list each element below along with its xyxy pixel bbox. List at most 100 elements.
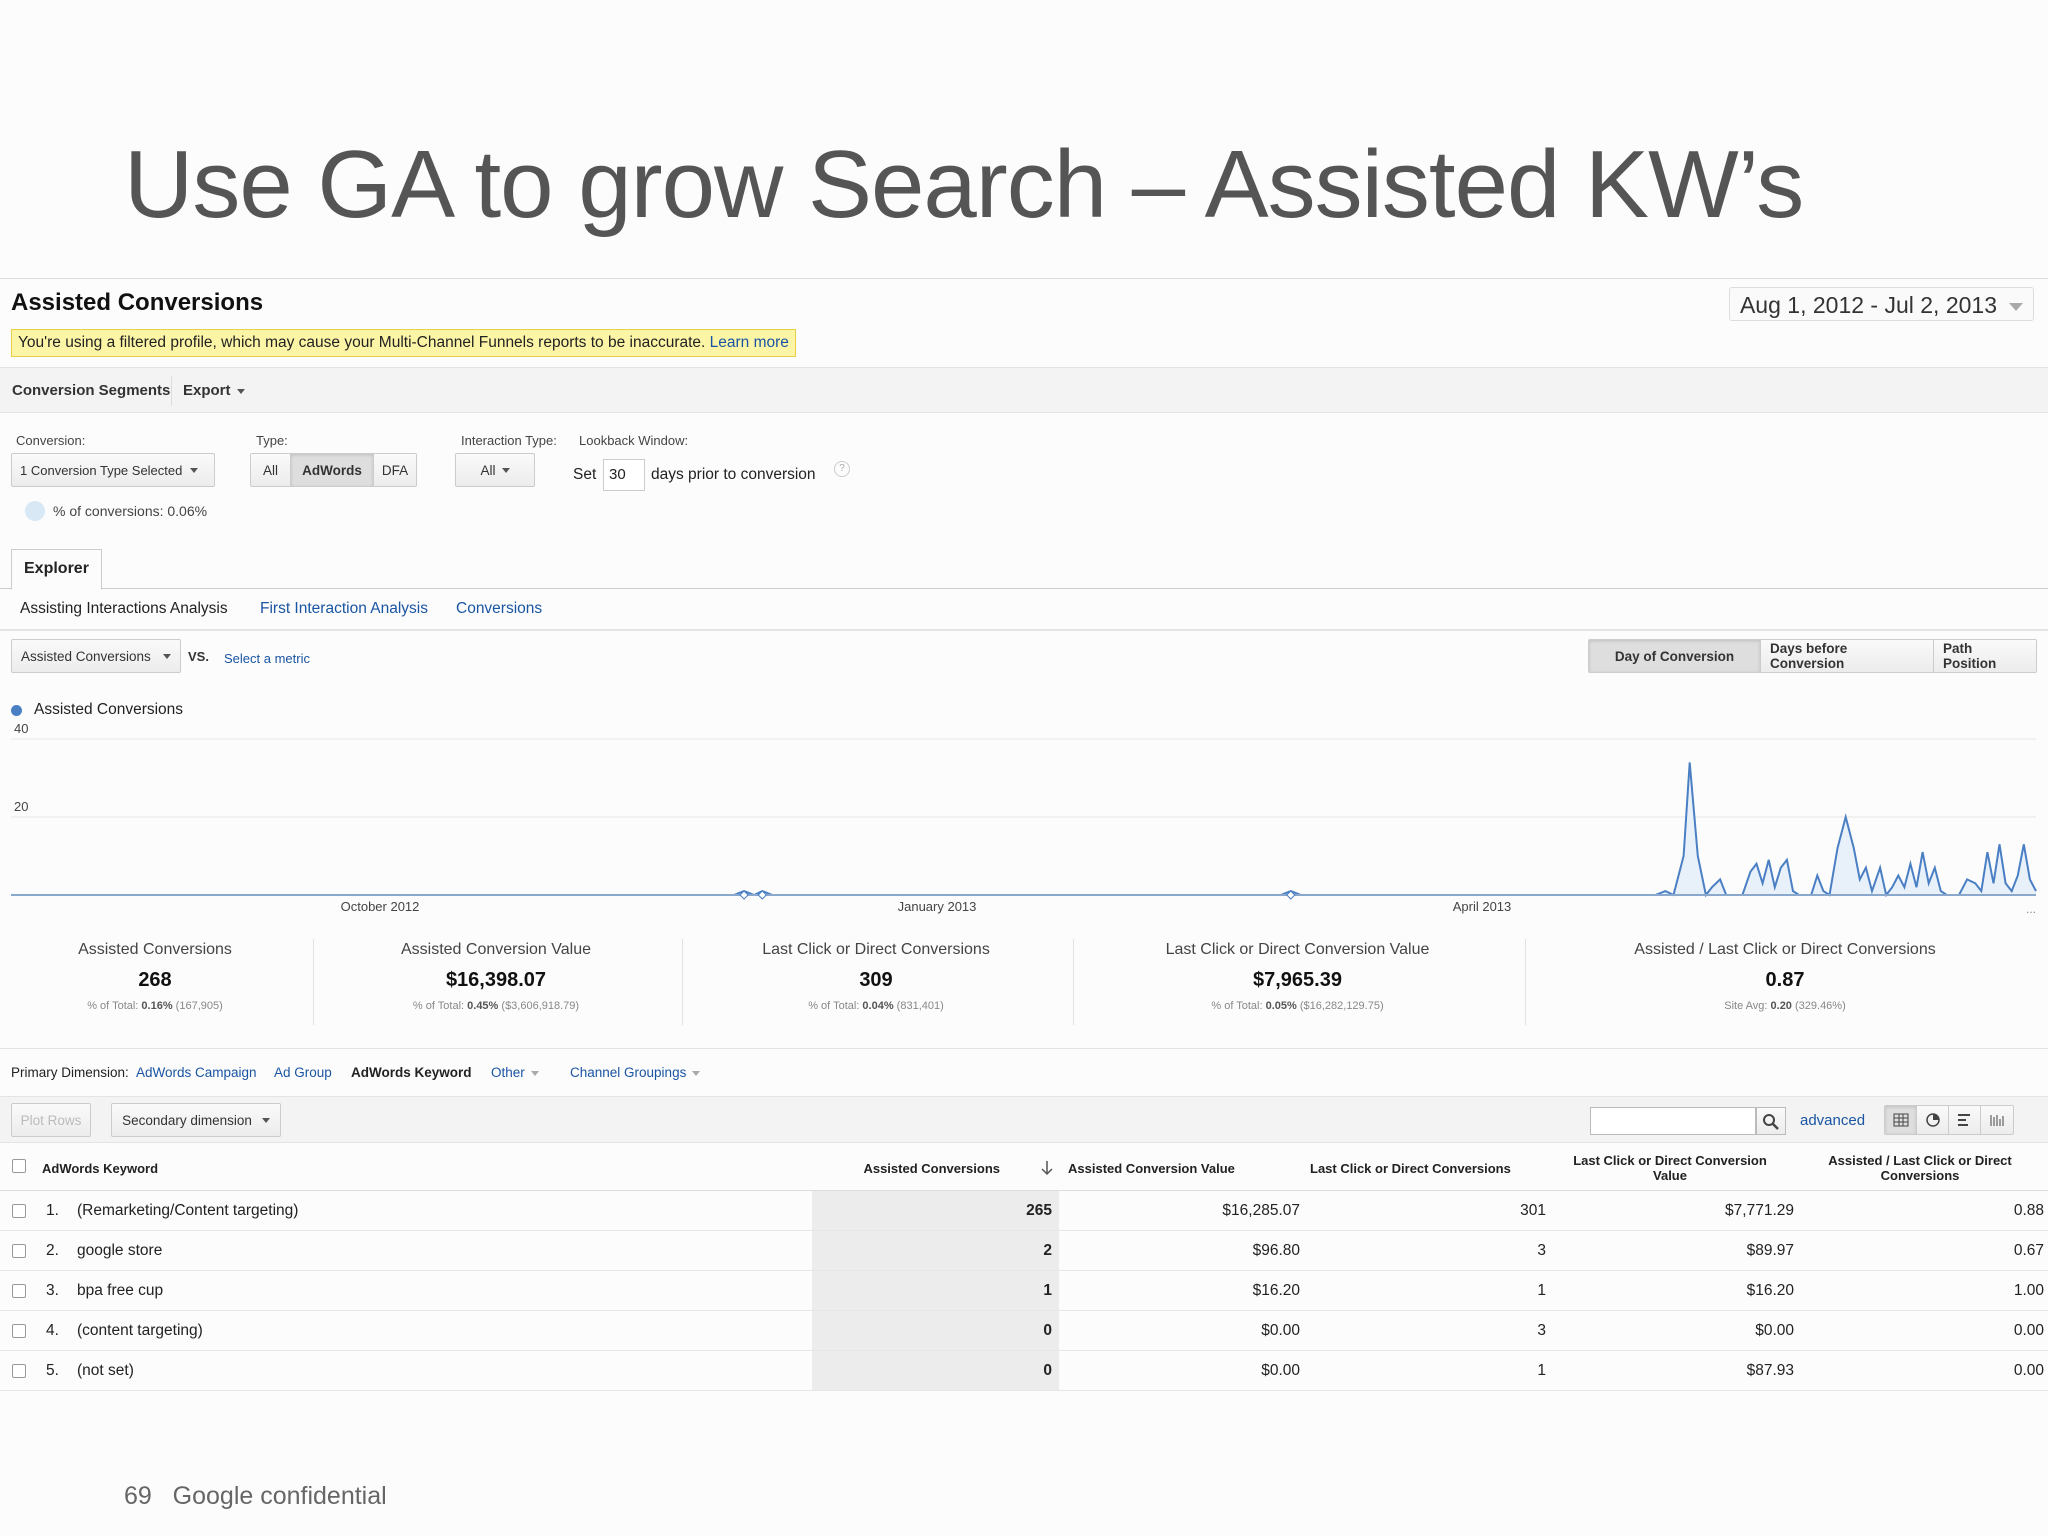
view-days-before-conversion[interactable]: Days before Conversion (1761, 640, 1934, 672)
header-ratio[interactable]: Assisted / Last Click or Direct Conversi… (1828, 1153, 2012, 1183)
keyword-link[interactable]: (content targeting) (77, 1322, 203, 1339)
conversion-segments-button[interactable]: Conversion Segments (12, 382, 171, 399)
scorecard-sub-bold: 0.05% (1265, 1000, 1297, 1012)
date-range-picker[interactable]: Aug 1, 2012 - Jul 2, 2013 (1728, 287, 2034, 321)
comparison-view-button[interactable] (1981, 1106, 2013, 1134)
chevron-down-icon (530, 1070, 539, 1076)
scorecard-sub-prefix: % of Total: (1211, 1000, 1266, 1012)
cell-last-click-value: $7,771.29 (1725, 1202, 1794, 1219)
header-assisted-conversions[interactable]: Assisted Conversions (863, 1161, 1000, 1176)
y-tick-label: 20 (14, 799, 28, 814)
select-all-checkbox[interactable] (12, 1159, 26, 1173)
scorecard-title: Assisted Conversions (78, 941, 232, 958)
dimension-adwords-keyword[interactable]: AdWords Keyword (351, 1065, 472, 1080)
scorecard: Last Click or Direct Conversions 309 % of … (682, 939, 1070, 1039)
scorecard-sub-rest: (167,905) (172, 1000, 223, 1012)
dimension-other[interactable]: Other (491, 1065, 539, 1080)
header-last-click-value[interactable]: Last Click or Direct Conversion Value (1573, 1153, 1767, 1183)
scorecard-subtext: % of Total: 0.45% ($3,606,918.79) (313, 1000, 679, 1012)
scorecard-subtext: % of Total: 0.05% ($16,282,129.75) (1073, 1000, 1522, 1012)
table-search-input[interactable] (1590, 1107, 1756, 1135)
explorer-tab-row: Explorer (0, 549, 2048, 590)
keyword-link[interactable]: (not set) (77, 1362, 134, 1379)
dimension-adwords-campaign[interactable]: AdWords Campaign (136, 1065, 257, 1080)
view-day-of-conversion[interactable]: Day of Conversion (1589, 640, 1761, 672)
dimension-channel-groupings-label: Channel Groupings (570, 1065, 687, 1080)
cell-assisted-value: $0.00 (1261, 1322, 1300, 1339)
row-checkbox[interactable] (12, 1284, 26, 1298)
scorecard-value: 268 (138, 969, 172, 991)
scorecard-sub-prefix: % of Total: (808, 1000, 863, 1012)
subtab-assisting-interactions[interactable]: Assisting Interactions Analysis (20, 600, 228, 617)
cell-last-click-conversions: 1 (1537, 1362, 1546, 1379)
scorecard-divider (1073, 939, 1074, 1025)
row-index: 4. (46, 1322, 59, 1339)
search-button[interactable] (1756, 1107, 1786, 1135)
cell-last-click-value: $87.93 (1746, 1362, 1794, 1379)
scorecard-divider (1525, 939, 1526, 1025)
scorecard-value: 0.87 (1765, 969, 1805, 991)
row-checkbox[interactable] (12, 1204, 26, 1218)
interaction-type-value: All (480, 462, 496, 478)
header-assisted-conversion-value[interactable]: Assisted Conversion Value (1068, 1161, 1235, 1176)
y-tick-label: 40 (14, 721, 28, 736)
scorecard-sub-bold: 0.04% (862, 1000, 894, 1012)
scorecard-sub-bold: 0.20 (1770, 1000, 1792, 1012)
row-checkbox[interactable] (12, 1364, 26, 1378)
type-dfa-button[interactable]: DFA (374, 454, 416, 486)
view-path-position[interactable]: Path Position (1934, 640, 2036, 672)
scorecard-subtext: % of Total: 0.16% (167,905) (0, 1000, 310, 1012)
scorecard-sub-rest: ($3,606,918.79) (498, 1000, 580, 1012)
x-tick-label: October 2012 (341, 899, 420, 914)
keyword-link[interactable]: bpa free cup (77, 1282, 164, 1299)
scorecard-sub-rest: ($16,282,129.75) (1296, 1000, 1384, 1012)
plot-rows-button[interactable]: Plot Rows (11, 1103, 91, 1137)
scorecard-title: Last Click or Direct Conversions (762, 941, 990, 958)
x-tick-label: January 2013 (898, 899, 977, 914)
subtab-conversions[interactable]: Conversions (456, 600, 543, 617)
pie-view-button[interactable] (1917, 1106, 1949, 1134)
type-adwords-button[interactable]: AdWords (291, 454, 374, 486)
type-all-button[interactable]: All (251, 454, 291, 486)
cell-assisted-value: $96.80 (1252, 1242, 1300, 1259)
scorecard-sub-bold: 0.45% (467, 1000, 499, 1012)
cell-assisted-value: $16,285.07 (1222, 1202, 1300, 1219)
interaction-type-dropdown[interactable]: All (455, 453, 535, 487)
conversion-type-dropdown[interactable]: 1 Conversion Type Selected (11, 453, 215, 487)
x-axis-more: ... (2026, 902, 2036, 916)
dimension-ad-group[interactable]: Ad Group (274, 1065, 332, 1080)
learn-more-link[interactable]: Learn more (709, 334, 789, 351)
dimension-channel-groupings[interactable]: Channel Groupings (570, 1065, 701, 1080)
export-label: Export (183, 382, 231, 399)
vs-label: VS. (188, 649, 209, 664)
bar-view-button[interactable] (1949, 1106, 1981, 1134)
secondary-dimension-dropdown[interactable]: Secondary dimension (111, 1103, 281, 1137)
primary-dimension-row: Primary Dimension: AdWords Campaign Ad G… (0, 1051, 2048, 1097)
subtab-first-interaction[interactable]: First Interaction Analysis (260, 600, 428, 617)
keyword-link[interactable]: (Remarketing/Content targeting) (77, 1202, 299, 1219)
row-checkbox[interactable] (12, 1244, 26, 1258)
report-title: Assisted Conversions (11, 289, 264, 316)
chevron-down-icon (501, 467, 510, 473)
lookback-days-input[interactable]: 30 (603, 459, 645, 491)
cell-assisted-conversions: 0 (1043, 1322, 1052, 1339)
header-last-click-conversions[interactable]: Last Click or Direct Conversions (1310, 1161, 1511, 1176)
table-view-button[interactable] (1885, 1106, 1917, 1134)
ga-report-screenshot: Assisted Conversions Aug 1, 2012 - Jul 2… (0, 278, 2048, 1391)
help-icon[interactable]: ? (834, 461, 850, 477)
tab-explorer[interactable]: Explorer (11, 549, 102, 590)
table-view-toggle (1884, 1105, 2014, 1135)
row-checkbox[interactable] (12, 1324, 26, 1338)
comparison-icon (1990, 1115, 2004, 1126)
advanced-search-link[interactable]: advanced (1800, 1112, 1866, 1129)
warning-text: You're using a filtered profile, which m… (18, 334, 706, 351)
select-metric-link[interactable]: Select a metric (224, 651, 310, 666)
page-number: 69 (124, 1482, 152, 1510)
metric-dropdown[interactable]: Assisted Conversions (11, 639, 181, 673)
keyword-link[interactable]: google store (77, 1242, 163, 1259)
pie-chart-icon (1925, 1113, 1940, 1127)
header-adwords-keyword[interactable]: AdWords Keyword (42, 1161, 159, 1176)
chevron-down-icon (692, 1070, 701, 1076)
date-range-label: Aug 1, 2012 - Jul 2, 2013 (1739, 292, 1997, 318)
export-button[interactable]: Export (183, 382, 245, 399)
